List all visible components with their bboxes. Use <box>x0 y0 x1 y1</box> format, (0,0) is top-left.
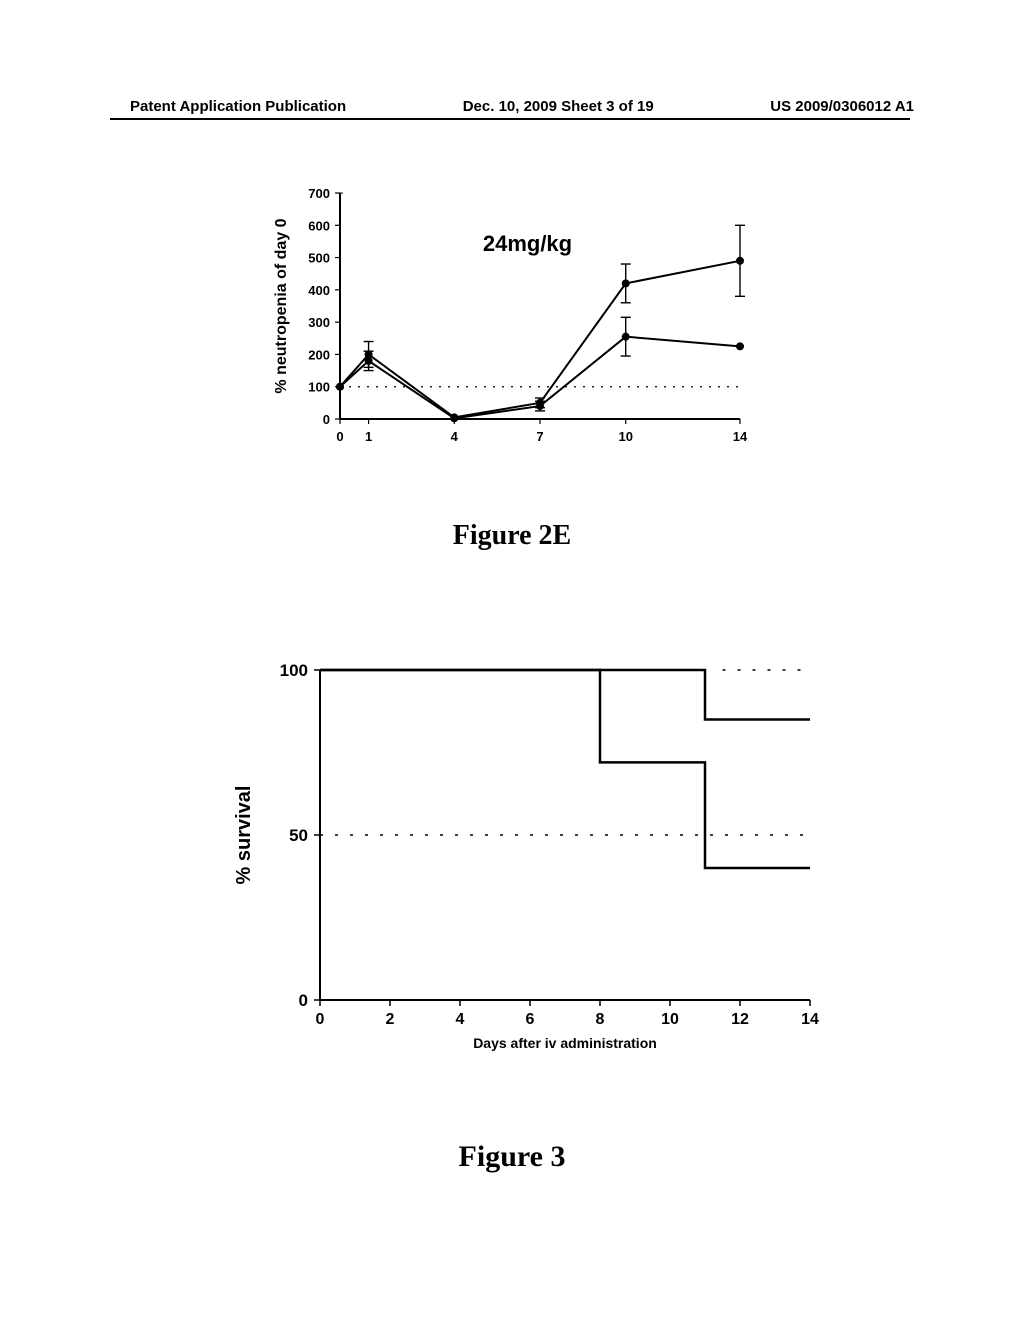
svg-text:Days after iv administration: Days after iv administration <box>473 1035 657 1051</box>
svg-text:14: 14 <box>801 1011 819 1028</box>
figure-2e-svg: 01002003004005006007000147101424mg/kg% n… <box>260 175 760 465</box>
svg-text:24mg/kg: 24mg/kg <box>483 231 572 256</box>
svg-text:2: 2 <box>386 1011 395 1028</box>
svg-text:600: 600 <box>308 218 330 233</box>
svg-text:8: 8 <box>596 1011 605 1028</box>
svg-text:4: 4 <box>456 1011 465 1028</box>
figure-2e-caption: Figure 2E <box>0 520 1024 552</box>
header-center: Dec. 10, 2009 Sheet 3 of 19 <box>463 98 654 115</box>
figure-3-svg: 0 50 100 0 2 4 6 8 10 12 14 % survival Days after iv… <box>210 650 830 1070</box>
svg-text:50: 50 <box>289 826 308 845</box>
svg-text:700: 700 <box>308 186 330 201</box>
svg-text:100: 100 <box>308 380 330 395</box>
figure-2e-chart: 01002003004005006007000147101424mg/kg% n… <box>260 175 760 470</box>
svg-text:0: 0 <box>336 429 343 444</box>
svg-text:10: 10 <box>618 429 632 444</box>
svg-text:100: 100 <box>280 661 308 680</box>
svg-text:7: 7 <box>536 429 543 444</box>
svg-text:% neutropenia of day 0: % neutropenia of day 0 <box>273 218 290 393</box>
header-left: Patent Application Publication <box>130 98 346 115</box>
svg-text:10: 10 <box>661 1011 679 1028</box>
svg-text:12: 12 <box>731 1011 749 1028</box>
svg-text:4: 4 <box>451 429 459 444</box>
svg-text:400: 400 <box>308 283 330 298</box>
svg-text:% survival: % survival <box>233 786 255 885</box>
header-right: US 2009/0306012 A1 <box>770 98 914 115</box>
svg-text:500: 500 <box>308 251 330 266</box>
svg-text:0: 0 <box>323 412 330 427</box>
svg-text:200: 200 <box>308 347 330 362</box>
page-header: Patent Application Publication Dec. 10, … <box>0 98 1024 115</box>
svg-text:0: 0 <box>316 1011 325 1028</box>
svg-text:300: 300 <box>308 315 330 330</box>
figure-3-chart: 0 50 100 0 2 4 6 8 10 12 14 % survival Days after iv… <box>210 650 830 1075</box>
svg-text:14: 14 <box>733 429 748 444</box>
header-rule <box>110 118 910 120</box>
svg-text:1: 1 <box>365 429 372 444</box>
figure-3-caption: Figure 3 <box>0 1140 1024 1174</box>
svg-text:6: 6 <box>526 1011 535 1028</box>
svg-text:0: 0 <box>299 991 308 1010</box>
